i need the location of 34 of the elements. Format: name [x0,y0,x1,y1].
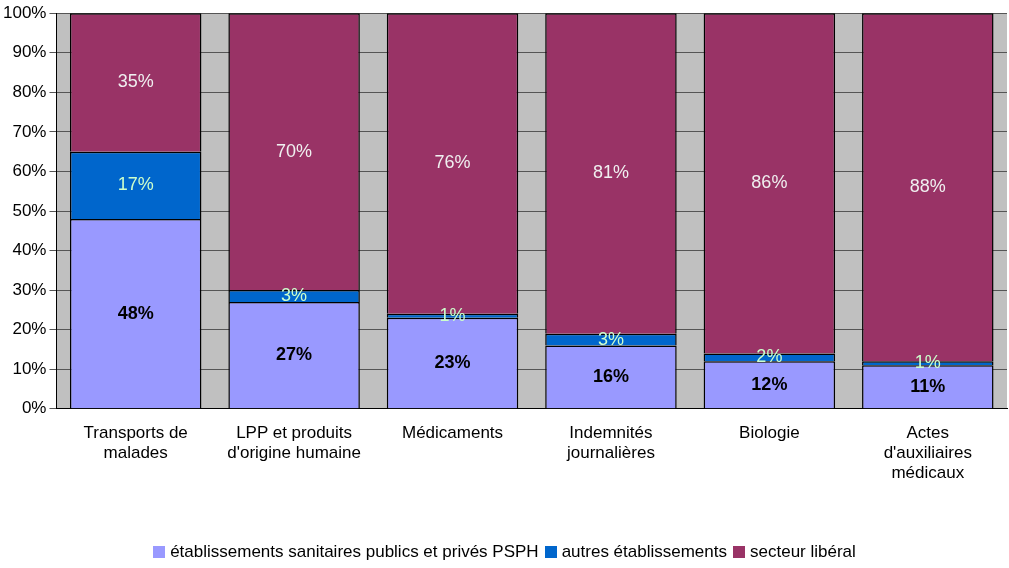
y-tick-label: 70% [12,121,47,141]
data-label: 35% [117,71,154,92]
y-tick-label: 10% [12,358,47,378]
y-tick-label: 60% [12,161,47,181]
data-label: 17% [117,174,154,195]
data-label: 76% [434,152,471,173]
x-tick-label: LPP et produits d'origine humaine [227,422,361,463]
data-label: 88% [909,176,946,197]
legend-label: autres établissements [561,542,728,562]
data-label: 70% [276,140,313,161]
data-label: 16% [592,365,629,386]
data-label: 23% [434,352,471,373]
y-tick-label: 40% [12,240,47,260]
y-tick-label: 50% [12,200,47,220]
y-tick-label: 20% [12,319,47,339]
y-tick-label: 30% [12,279,47,299]
data-label: 11% [910,375,946,396]
data-label: 3% [281,285,308,306]
data-label: 81% [592,162,629,183]
legend-label: secteur libéral [750,542,856,562]
x-tick-label: Transports de malades [83,422,188,463]
legend-label: établissements sanitaires publics et privés PSPH [170,542,539,562]
x-tick-label: Indemnités journalières [566,422,655,463]
y-tick-label: 90% [12,42,47,62]
x-tick-label: Biologie [739,422,800,442]
y-tick-label: 100% [3,2,47,22]
data-label: 86% [751,172,788,193]
x-tick-label: Actes d'auxiliaires médicaux [883,422,972,483]
data-label: 48% [117,302,154,323]
y-tick-label: 80% [12,82,47,102]
data-label: 27% [276,344,313,365]
data-label: 12% [751,373,788,394]
x-tick-label: Médicaments [401,422,504,442]
y-tick-label: 0% [21,398,47,418]
